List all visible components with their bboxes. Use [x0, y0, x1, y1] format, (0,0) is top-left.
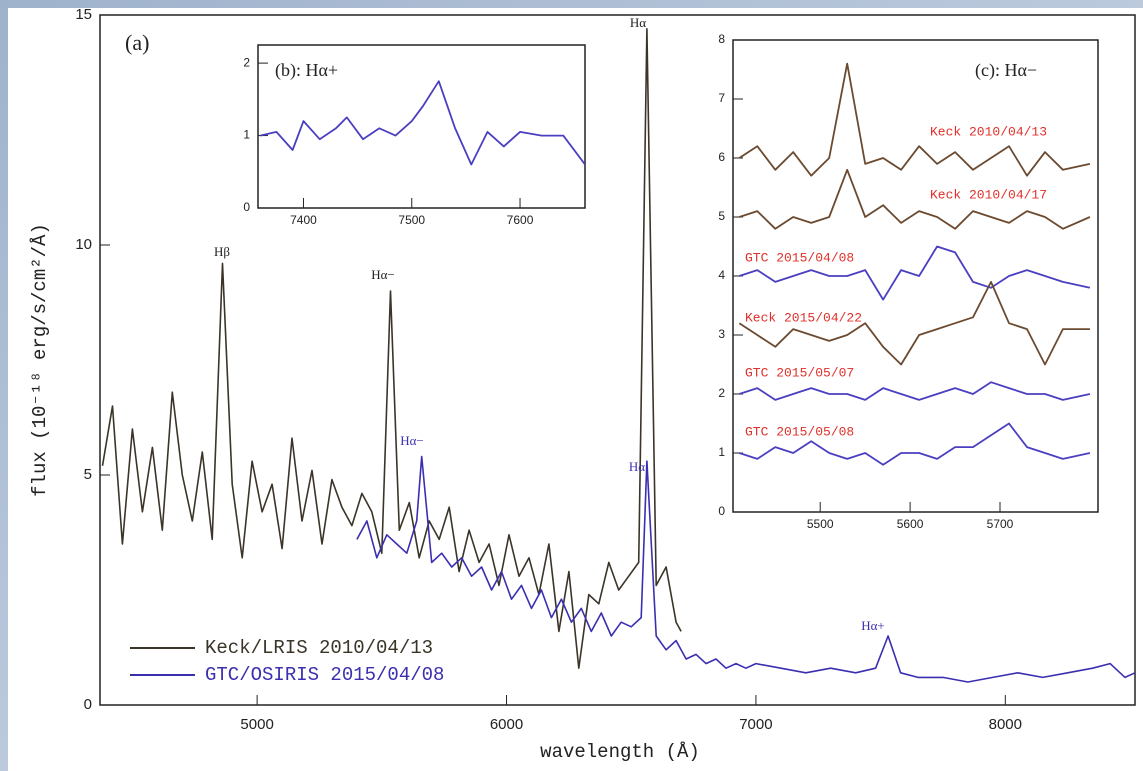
y-tick-label: 0 — [718, 504, 725, 518]
series-label: Keck 2010/04/13 — [930, 124, 1047, 139]
spectrum-line — [739, 168, 1091, 230]
y-tick-label: 2 — [243, 55, 250, 69]
panel-title: (b): Hα+ — [275, 60, 338, 81]
spectrum-line — [259, 80, 585, 166]
y-tick-label: 3 — [718, 327, 725, 341]
x-tick-label: 5000 — [240, 716, 273, 733]
y-tick-label: 1 — [718, 445, 725, 459]
line-annotation: Hα+ — [861, 618, 885, 633]
y-tick-label: 10 — [75, 236, 92, 253]
series-label: Keck 2010/04/17 — [930, 187, 1047, 202]
plot-area — [738, 62, 1091, 466]
y-tick-label: 5 — [718, 209, 725, 223]
y-tick-label: 8 — [718, 32, 725, 46]
y-axis-title: flux (10⁻¹⁸ erg/s/cm²/Å) — [29, 223, 51, 497]
legend-label: GTC/OSIRIS 2015/04/08 — [205, 664, 444, 686]
line-annotation: Hβ — [214, 244, 230, 259]
spectrum-line — [738, 281, 1090, 366]
x-tick-label: 8000 — [989, 716, 1022, 733]
y-tick-label: 15 — [75, 6, 92, 23]
line-annotation: Hα — [629, 459, 645, 474]
spectrum-line — [739, 422, 1091, 466]
spectrum-line — [739, 245, 1091, 301]
y-tick-label: 5 — [84, 466, 92, 483]
y-tick-label: 6 — [718, 150, 725, 164]
x-tick-label: 6000 — [490, 716, 523, 733]
plot-area — [101, 28, 1135, 683]
line-annotation: Hα− — [400, 433, 424, 448]
x-tick-label: 5700 — [987, 517, 1014, 531]
y-tick-label: 1 — [243, 128, 250, 142]
legend-label: Keck/LRIS 2010/04/13 — [205, 637, 433, 659]
y-tick-label: 4 — [718, 268, 725, 282]
y-tick-label: 2 — [718, 386, 725, 400]
line-annotation: Hα — [630, 15, 646, 30]
panel-title: (c): Hα− — [975, 60, 1037, 81]
plot-area — [259, 80, 585, 166]
x-tick-label: 7500 — [398, 213, 425, 227]
x-tick-label: 5500 — [807, 517, 834, 531]
x-axis-title: wavelength (Å) — [540, 741, 700, 763]
spectrum-line — [101, 28, 682, 669]
series-label: GTC 2015/05/07 — [745, 365, 854, 380]
x-tick-label: 7000 — [739, 716, 772, 733]
plot-frame — [257, 44, 586, 209]
series-label: Keck 2015/04/22 — [745, 310, 862, 325]
y-tick-label: 7 — [718, 91, 725, 105]
line-annotation: Hα− — [371, 267, 395, 282]
x-tick-label: 5600 — [897, 517, 924, 531]
y-tick-label: 0 — [243, 200, 250, 214]
y-tick-label: 0 — [84, 696, 92, 713]
panel-title: (a) — [125, 30, 149, 55]
x-tick-label: 7600 — [507, 213, 534, 227]
plot-frame — [732, 39, 1099, 513]
spectrum-line — [739, 381, 1091, 401]
spectrum-line — [356, 455, 1135, 683]
x-tick-label: 7400 — [290, 213, 317, 227]
series-label: GTC 2015/05/08 — [745, 424, 854, 439]
spectrum-line — [738, 62, 1091, 177]
series-label: GTC 2015/04/08 — [745, 250, 854, 265]
